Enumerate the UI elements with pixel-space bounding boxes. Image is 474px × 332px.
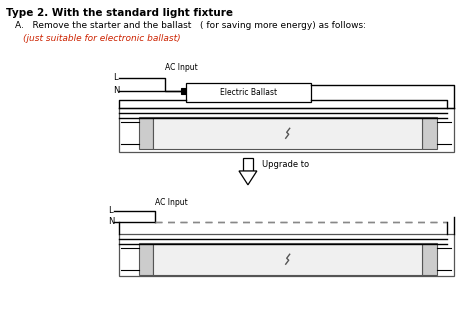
Bar: [118, 234, 454, 276]
Text: Type 2. With the standard light fixture: Type 2. With the standard light fixture: [6, 8, 233, 18]
Bar: [422, 243, 437, 275]
Bar: [154, 118, 422, 149]
Bar: [422, 118, 437, 149]
Text: (just suitable for electronic ballast): (just suitable for electronic ballast): [23, 34, 181, 43]
Text: AC Input: AC Input: [165, 63, 198, 72]
Text: N: N: [108, 217, 114, 226]
Bar: [138, 118, 154, 149]
Text: AC Input: AC Input: [155, 198, 188, 207]
Text: L: L: [113, 73, 118, 82]
Text: L: L: [108, 206, 112, 215]
Text: A.   Remove the starter and the ballast   ( for saving more energy) as follows:: A. Remove the starter and the ballast ( …: [15, 21, 366, 30]
Bar: [138, 243, 154, 275]
Bar: [186, 83, 310, 102]
Polygon shape: [239, 171, 257, 185]
Text: N: N: [113, 86, 119, 95]
Text: Electric Ballast: Electric Ballast: [220, 88, 277, 97]
Bar: [118, 109, 454, 152]
Text: Upgrade to: Upgrade to: [262, 159, 309, 169]
Bar: [154, 243, 422, 275]
Bar: [182, 88, 186, 94]
Bar: [243, 158, 253, 171]
